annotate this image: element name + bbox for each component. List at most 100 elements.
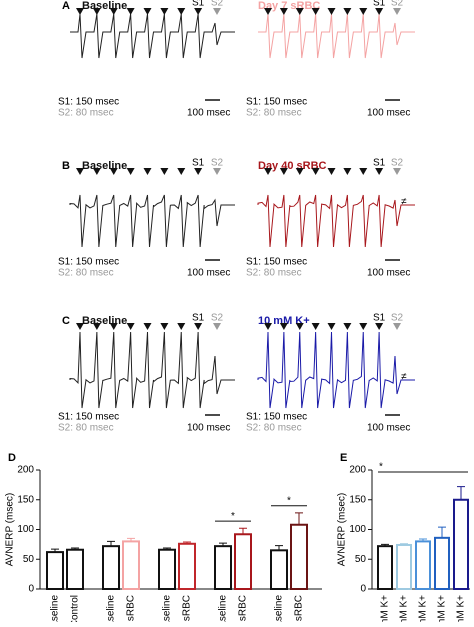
stim-arrow bbox=[177, 8, 186, 15]
stim-arrow bbox=[76, 323, 84, 330]
panel-letter: A bbox=[62, 0, 70, 12]
neq-sign: ≠ bbox=[401, 197, 407, 208]
trace-title: Baseline bbox=[82, 315, 127, 327]
error-bar bbox=[183, 541, 191, 544]
s2-label: S2 bbox=[211, 0, 224, 9]
stim-arrow bbox=[343, 168, 352, 175]
stim-arrow bbox=[295, 323, 304, 330]
bar bbox=[214, 545, 232, 590]
stim-arrow bbox=[109, 168, 118, 175]
stim-arrow bbox=[143, 8, 152, 15]
s1-text: S1: 150 msec bbox=[246, 257, 307, 268]
trace-title: Day 7 sRBC bbox=[258, 0, 320, 12]
x-tick-label: d7 sRBC bbox=[126, 595, 137, 622]
s2-label: S2 bbox=[391, 158, 404, 169]
stim-arrow bbox=[279, 8, 288, 15]
stim-arrow bbox=[359, 168, 368, 175]
panel-letter: C bbox=[62, 315, 70, 327]
stim-arrow bbox=[375, 323, 384, 330]
s1-label: S1 bbox=[192, 0, 205, 9]
y-tick-label: 200 bbox=[17, 465, 34, 476]
stim-arrow bbox=[160, 8, 169, 15]
stim-arrow bbox=[327, 168, 336, 175]
ecg-trace bbox=[69, 331, 235, 409]
s2-label: S2 bbox=[211, 158, 224, 169]
y-tick-label: 150 bbox=[349, 494, 366, 505]
stim-arrow bbox=[343, 323, 352, 330]
error-bar bbox=[295, 512, 303, 525]
s2-text: S2: 80 msec bbox=[58, 108, 114, 119]
ecg-trace bbox=[257, 194, 415, 248]
bar bbox=[270, 549, 288, 591]
bar bbox=[178, 542, 196, 591]
x-tick-label: d50 sRBC bbox=[294, 595, 305, 622]
s2-text: S2: 80 msec bbox=[246, 268, 302, 279]
stim-arrow bbox=[160, 168, 169, 175]
s1-text: S1: 150 msec bbox=[246, 97, 307, 108]
stim-arrow bbox=[177, 168, 186, 175]
stim-arrow bbox=[92, 8, 101, 15]
scale-label: 100 msec bbox=[187, 423, 230, 434]
scale-label: 100 msec bbox=[367, 423, 410, 434]
x-tick-label: Control bbox=[70, 595, 81, 622]
bar bbox=[46, 551, 64, 590]
panel-letter: D bbox=[8, 452, 16, 464]
stim-arrow bbox=[311, 8, 320, 15]
error-bar bbox=[275, 545, 283, 551]
stim-arrow bbox=[92, 168, 101, 175]
s2-label: S2 bbox=[211, 313, 224, 324]
s2-arrow bbox=[213, 168, 221, 175]
significance-star: * bbox=[379, 462, 383, 473]
stim-arrow bbox=[76, 8, 84, 15]
bar bbox=[377, 545, 393, 590]
x-tick-label: Baseline bbox=[274, 595, 285, 622]
y-tick-label: 150 bbox=[17, 494, 34, 505]
scale-label: 100 msec bbox=[367, 268, 410, 279]
stim-arrow bbox=[327, 323, 336, 330]
s1-label: S1 bbox=[373, 158, 386, 169]
error-bar bbox=[51, 548, 59, 553]
error-bar bbox=[457, 486, 465, 500]
bar bbox=[396, 543, 412, 590]
error-bar bbox=[400, 543, 408, 545]
bar bbox=[122, 540, 140, 591]
error-bar bbox=[438, 526, 446, 538]
stim-arrow bbox=[264, 8, 272, 15]
s1-label: S1 bbox=[192, 313, 205, 324]
error-bar bbox=[127, 537, 135, 542]
s1-label: S1 bbox=[373, 0, 386, 9]
stim-arrow bbox=[109, 8, 118, 15]
stim-arrow bbox=[279, 168, 288, 175]
stim-arrow bbox=[375, 168, 384, 175]
stim-arrow bbox=[109, 323, 118, 330]
stim-arrow bbox=[264, 323, 272, 330]
error-bar bbox=[163, 547, 171, 550]
stim-arrow bbox=[311, 323, 320, 330]
bar bbox=[66, 548, 84, 590]
stim-arrow bbox=[375, 8, 384, 15]
error-bar bbox=[71, 547, 79, 550]
scale-label: 100 msec bbox=[367, 108, 410, 119]
stim-arrow bbox=[92, 323, 101, 330]
stim-arrow bbox=[194, 8, 203, 15]
bar bbox=[234, 533, 252, 591]
stim-arrow bbox=[311, 168, 320, 175]
y-axis-label: AVNERP (msec) bbox=[337, 493, 348, 567]
significance-star: * bbox=[231, 511, 235, 522]
bar bbox=[434, 536, 450, 591]
stim-arrow bbox=[177, 323, 186, 330]
stim-arrow bbox=[264, 168, 272, 175]
stim-arrow bbox=[160, 323, 169, 330]
x-tick-label: d30 sRBC bbox=[182, 595, 193, 622]
ecg-trace bbox=[69, 194, 235, 248]
panel-letter: E bbox=[340, 452, 347, 464]
neq-sign: ≠ bbox=[401, 372, 407, 383]
bar bbox=[158, 548, 176, 590]
y-tick-label: 0 bbox=[360, 584, 366, 595]
bar bbox=[453, 498, 469, 590]
s1-label: S1 bbox=[373, 313, 386, 324]
x-tick-label: Baseline bbox=[106, 595, 117, 622]
s2-arrow bbox=[213, 323, 221, 330]
